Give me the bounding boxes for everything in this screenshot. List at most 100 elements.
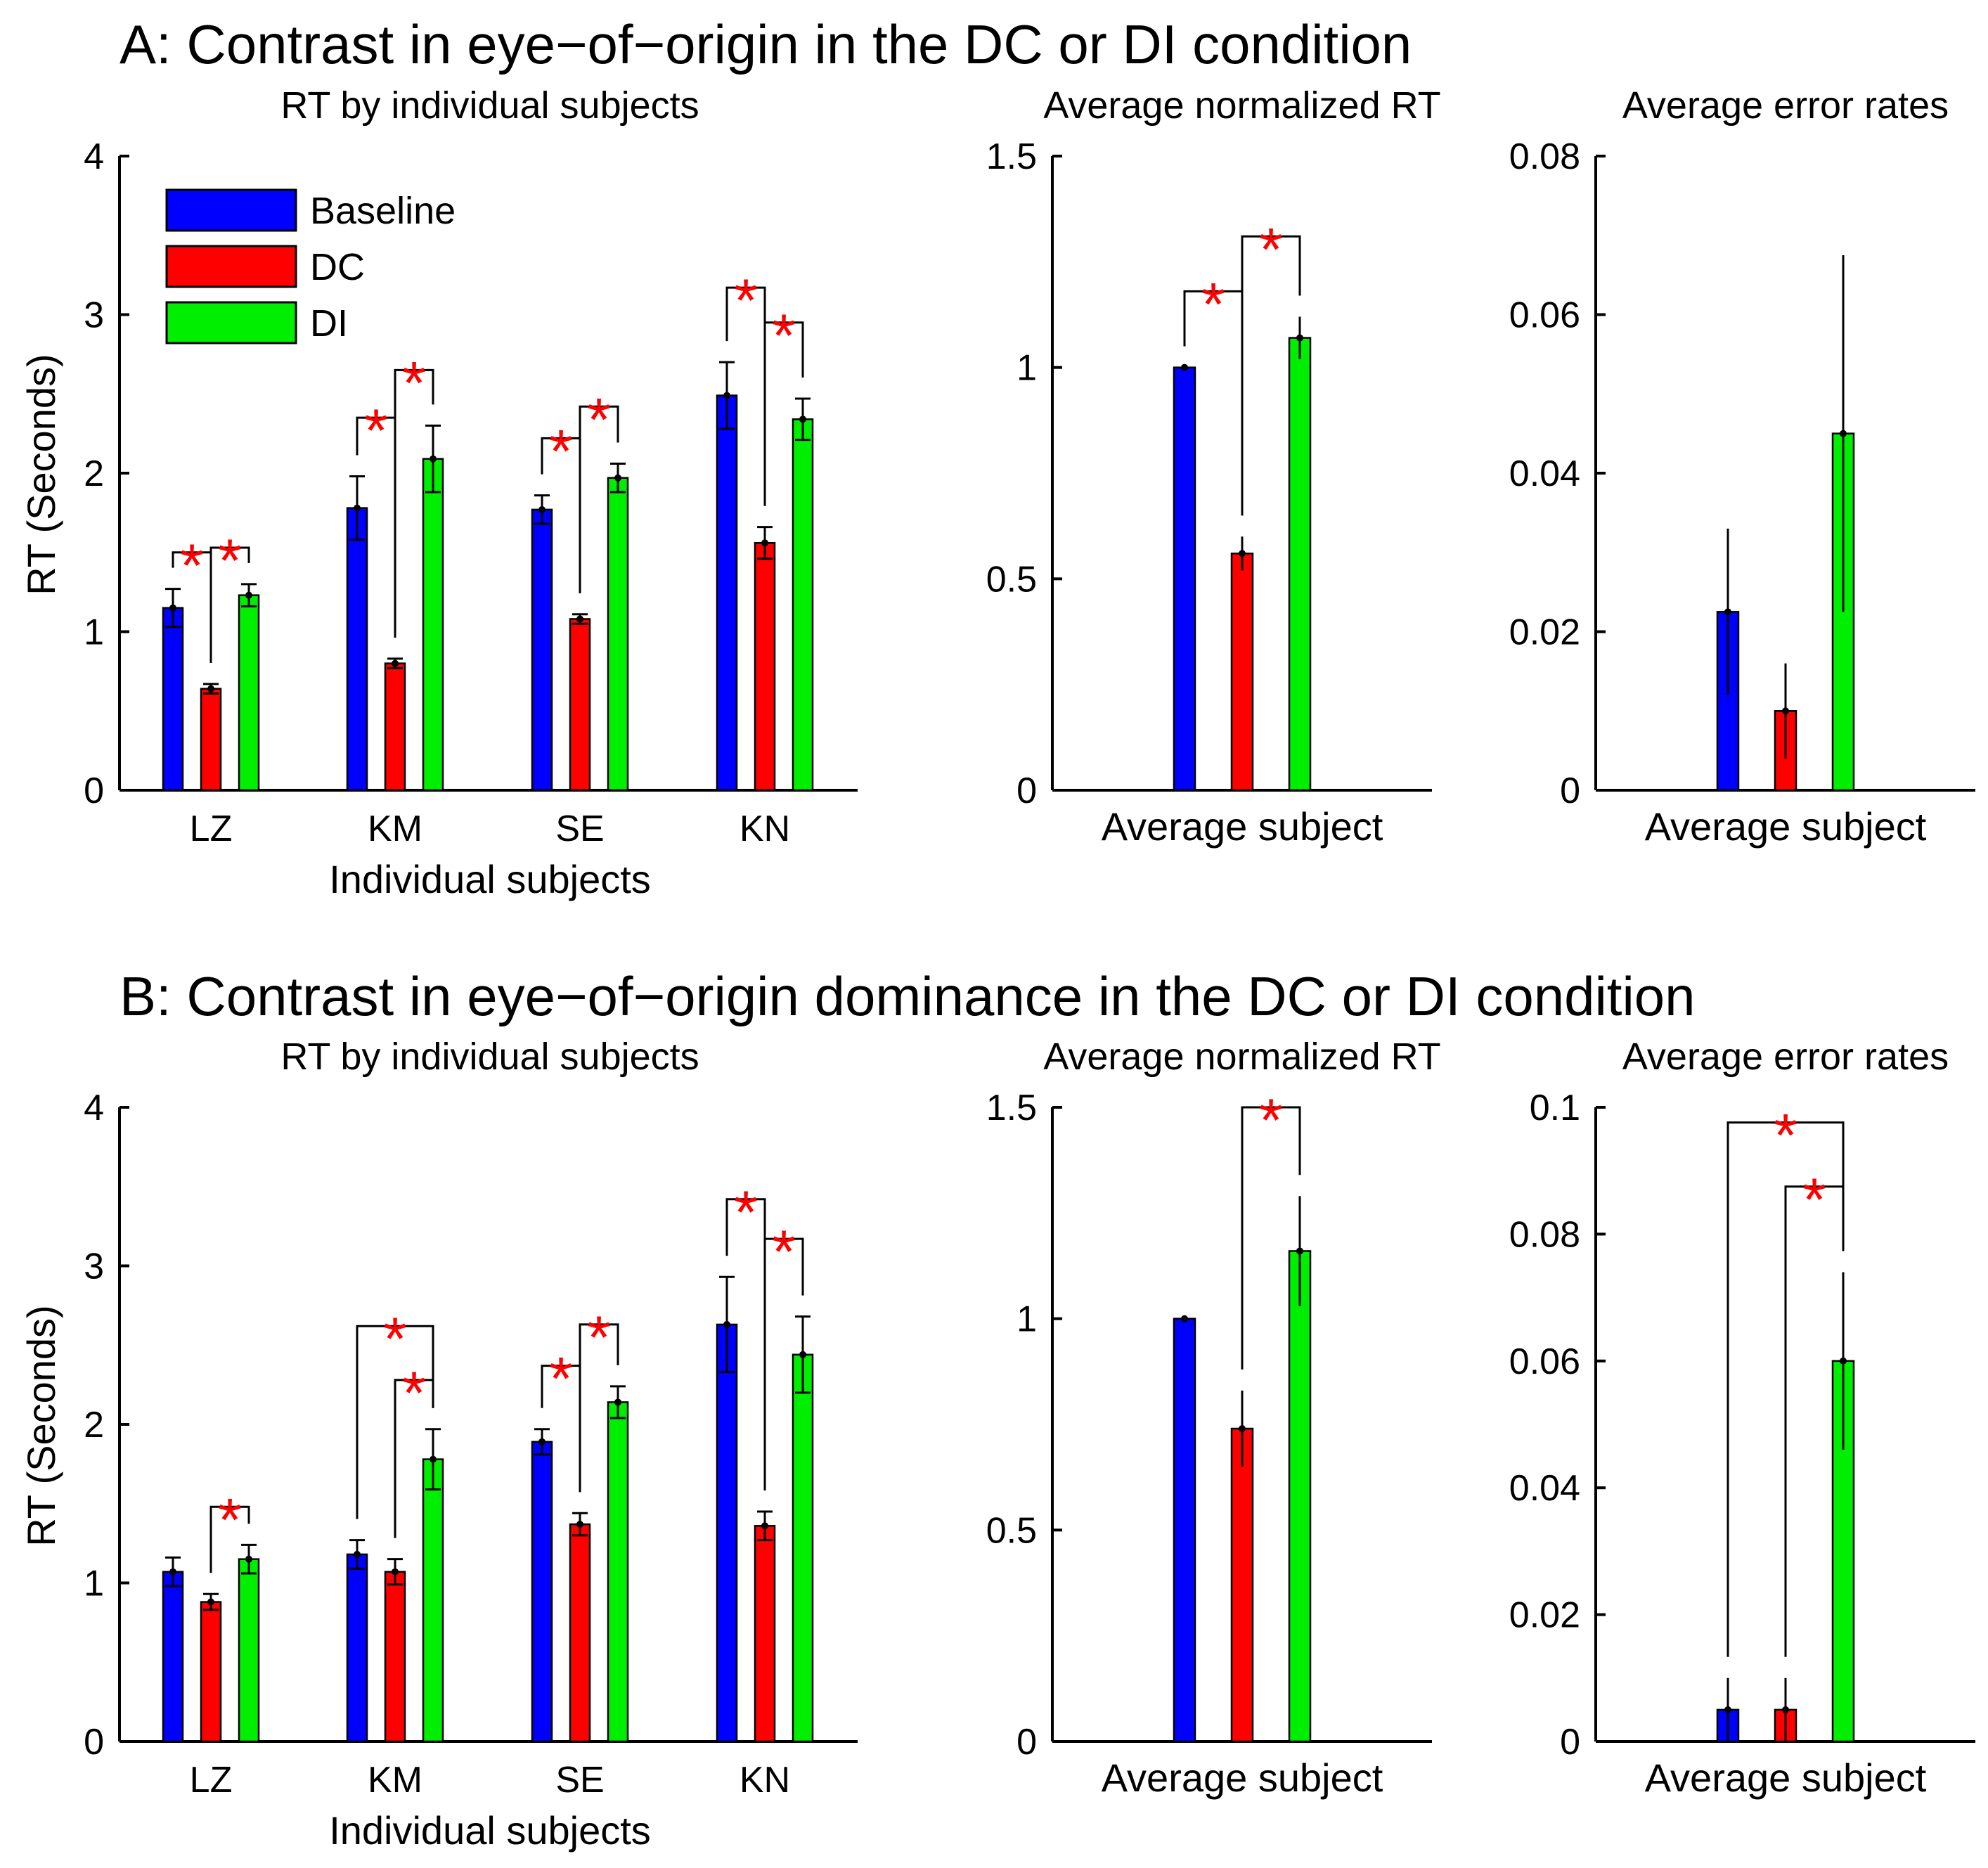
y-tick-label: 0 [1016, 771, 1037, 811]
significance-star: * [180, 532, 203, 600]
significance-bracket [209, 546, 250, 663]
mean-dot [392, 659, 399, 667]
mean-dot [1181, 363, 1188, 371]
significance-star: * [734, 267, 757, 335]
y-tick-label: 0.04 [1509, 1468, 1580, 1509]
legend: Baseline DC DI [165, 188, 456, 344]
significance-bracket [356, 1325, 434, 1519]
mean-dot [799, 416, 806, 423]
panel-a-title: A: Contrast in eye−of−origin in the DC o… [120, 13, 1412, 75]
significance-star: * [1259, 216, 1282, 283]
significance-star: * [734, 1179, 757, 1247]
mean-dot [576, 1521, 583, 1528]
significance-star: * [383, 1306, 406, 1373]
significance-star: * [549, 1346, 572, 1413]
significance-star: * [218, 527, 241, 595]
y-tick-label: 1 [84, 612, 104, 653]
x-tick-label: LZ [190, 809, 233, 849]
mean-dot [354, 504, 361, 512]
bar-baseline [531, 508, 553, 792]
significance-star: * [1259, 1087, 1282, 1154]
bar-baseline [346, 507, 368, 792]
y-tick-label: 0 [84, 771, 104, 811]
mean-dot [245, 1555, 252, 1563]
legend-label-dc: DC [310, 246, 365, 288]
mean-dot [1296, 334, 1303, 342]
mean-dot [1840, 430, 1847, 437]
bar-dc [384, 1571, 406, 1743]
mean-dot [614, 474, 621, 482]
bar-dc [200, 688, 222, 792]
significance-bracket [394, 1379, 434, 1538]
y-tick-label: 0.08 [1509, 1214, 1580, 1255]
bar-dc [754, 541, 776, 792]
mean-dot [207, 685, 214, 693]
mean-dot [1840, 1357, 1847, 1365]
mean-dot [1724, 608, 1731, 616]
bar-baseline [716, 394, 738, 792]
mean-dot [1181, 1315, 1188, 1322]
bar-dc [569, 1523, 591, 1743]
bar-di [422, 1458, 444, 1743]
significance-star: * [1802, 1166, 1826, 1234]
bar-dc [200, 1601, 222, 1743]
legend-label-baseline: Baseline [310, 190, 456, 232]
b-err-xlabel: Average subject [1645, 1756, 1927, 1800]
mean-dot [761, 1522, 768, 1530]
y-tick-label: 1.5 [986, 1088, 1037, 1128]
significance-bracket [763, 1237, 804, 1491]
bar-dc [754, 1525, 776, 1743]
y-tick-label: 0.02 [1509, 612, 1580, 653]
significance-star: * [549, 418, 572, 485]
bar-di [792, 1353, 814, 1743]
bar-dc [1230, 1427, 1254, 1743]
y-tick-label: 2 [84, 453, 104, 494]
b-err-subtitle: Average error rates [1622, 1036, 1949, 1078]
mean-dot [169, 1568, 176, 1576]
y-tick-label: 3 [84, 295, 104, 336]
bar-baseline [346, 1553, 368, 1743]
a-rt-ylabel: RT (Seconds) [19, 354, 63, 595]
y-tick-label: 0.5 [986, 559, 1037, 600]
mean-dot [354, 1550, 361, 1558]
mean-dot [1239, 1425, 1246, 1433]
mean-dot [169, 604, 176, 612]
y-tick-label: 0 [1560, 1722, 1580, 1763]
x-tick-label: SE [555, 809, 604, 849]
bar-di [238, 594, 260, 792]
bar-di [607, 1401, 629, 1743]
significance-bracket [1241, 235, 1301, 516]
mean-dot [1296, 1247, 1303, 1255]
bar-dc [1230, 553, 1254, 792]
significance-star: * [364, 397, 387, 465]
y-tick-label: 0 [1560, 771, 1580, 811]
significance-bracket [579, 405, 619, 593]
chart-a-err: 0 0.02 0.04 0.06 0.08 [1509, 136, 1975, 811]
bar-di [422, 458, 444, 792]
significance-star: * [587, 1304, 610, 1372]
y-tick-label: 3 [84, 1247, 104, 1287]
significance-star: * [587, 386, 610, 453]
significance-bracket [209, 1505, 250, 1573]
mean-dot [723, 392, 730, 399]
b-norm-xlabel: Average subject [1102, 1756, 1383, 1800]
bar-baseline [1173, 1318, 1196, 1743]
mean-dot [1724, 1706, 1731, 1713]
panel-b-title: B: Contrast in eye−of−origin dominance i… [120, 965, 1696, 1027]
mean-dot [723, 1320, 730, 1328]
significance-star: * [1201, 271, 1225, 338]
y-tick-label: 0.08 [1509, 136, 1580, 177]
legend-swatch-baseline [165, 188, 297, 232]
bar-di [1288, 337, 1312, 792]
bar-baseline [1173, 366, 1196, 792]
mean-dot [207, 1598, 214, 1606]
b-norm-subtitle: Average normalized RT [1043, 1036, 1440, 1078]
mean-dot [1239, 550, 1246, 558]
mean-dot [1782, 1706, 1789, 1713]
significance-star: * [772, 302, 795, 370]
mean-dot [1782, 707, 1789, 715]
y-tick-label: 1 [1016, 1299, 1037, 1340]
bar-di [792, 418, 814, 792]
